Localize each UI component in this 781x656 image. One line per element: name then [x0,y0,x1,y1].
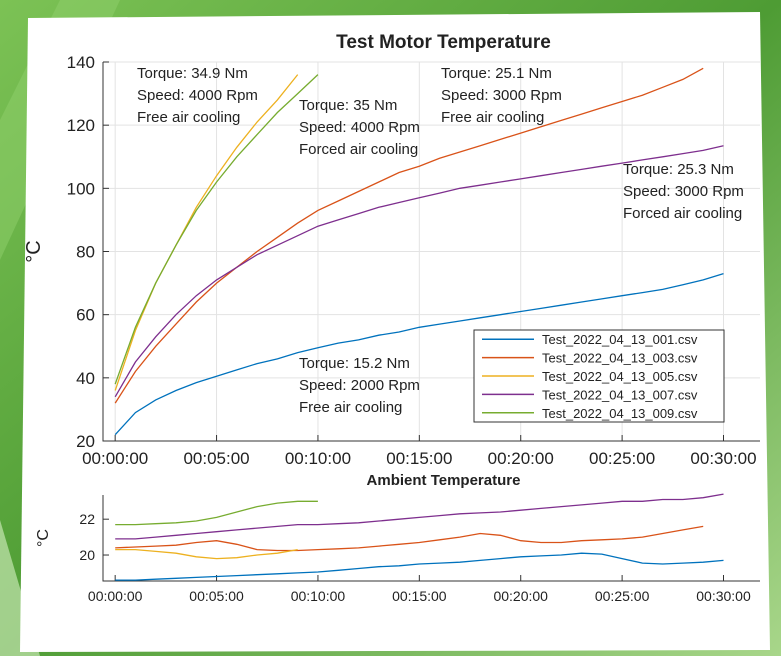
series-line [115,500,318,526]
axis [102,62,760,442]
annotation: Speed: 3000 Rpm [441,87,562,104]
legend-label: Test_2022_04_13_009.csv [542,406,698,421]
x-tick-label: 00:30:00 [696,588,751,604]
annotation: Speed: 4000 Rpm [299,119,420,136]
series-line [114,67,704,404]
series-line [115,552,724,581]
annotation: Forced air cooling [623,205,742,222]
x-tick-label: 00:05:00 [183,449,249,468]
annotation: Free air cooling [441,109,544,126]
chart-title: Test Motor Temperature [336,32,551,53]
y-tick-label: 60 [76,306,95,325]
series-line [115,525,704,552]
x-tick-label: 00:25:00 [595,588,650,604]
legend-label: Test_2022_04_13_007.csv [542,387,698,402]
series-line [115,493,724,540]
y-tick-label: 120 [67,116,95,135]
annotation: Speed: 4000 Rpm [137,87,258,104]
x-tick-label: 00:15:00 [392,588,447,604]
annotation: Torque: 25.3 Nm [623,161,734,178]
y-axis-label: °C [35,529,52,547]
annotation: Free air cooling [299,399,402,416]
y-tick-label: 22 [79,511,95,527]
annotation: Forced air cooling [299,141,418,158]
annotation: Torque: 15.2 Nm [299,355,410,372]
annotation: Speed: 2000 Rpm [299,377,420,394]
y-tick-label: 80 [76,242,95,261]
legend-label: Test_2022_04_13_005.csv [542,369,698,384]
y-tick-label: 140 [67,53,95,72]
y-axis-label: °C [23,240,45,262]
series-line [114,272,724,436]
series-line [114,74,299,391]
x-tick-label: 00:10:00 [291,588,346,604]
annotation: Torque: 34.9 Nm [137,65,248,82]
annotation: Torque: 35 Nm [299,97,397,114]
series-line [114,74,319,385]
x-tick-label: 00:15:00 [386,449,452,468]
legend-label: Test_2022_04_13_001.csv [542,332,698,347]
x-tick-label: 00:25:00 [589,449,655,468]
x-tick-label: 00:00:00 [88,588,143,604]
series-line [115,548,298,560]
annotation: Free air cooling [137,109,240,126]
chart-title: Ambient Temperature [367,472,521,489]
y-tick-label: 40 [76,369,95,388]
x-tick-label: 00:00:00 [82,449,148,468]
y-tick-label: 20 [76,432,95,451]
y-tick-label: 100 [67,179,95,198]
series-line [114,145,724,398]
x-tick-label: 00:20:00 [493,588,548,604]
x-tick-label: 00:20:00 [488,449,554,468]
annotation: Speed: 3000 Rpm [623,183,744,200]
x-tick-label: 00:10:00 [285,449,351,468]
annotation: Torque: 25.1 Nm [441,65,552,82]
legend-label: Test_2022_04_13_003.csv [542,351,698,366]
x-tick-label: 00:05:00 [189,588,244,604]
axis [102,495,760,582]
x-tick-label: 00:30:00 [690,449,756,468]
y-tick-label: 20 [79,547,95,563]
